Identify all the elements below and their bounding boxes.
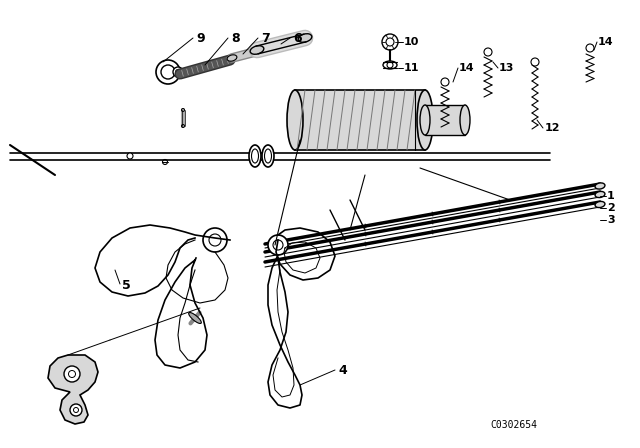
Ellipse shape <box>251 49 259 55</box>
Text: 12: 12 <box>545 123 561 133</box>
Text: 8: 8 <box>231 31 239 44</box>
Text: 14: 14 <box>459 63 475 73</box>
Text: 11: 11 <box>404 63 419 73</box>
Polygon shape <box>48 355 98 424</box>
Circle shape <box>268 235 288 255</box>
Ellipse shape <box>252 149 259 163</box>
Circle shape <box>70 404 82 416</box>
Circle shape <box>531 58 539 66</box>
Circle shape <box>64 366 80 382</box>
Circle shape <box>127 153 133 159</box>
Text: 9: 9 <box>196 31 205 44</box>
Circle shape <box>441 78 449 86</box>
Circle shape <box>209 234 221 246</box>
Text: 4: 4 <box>338 363 347 376</box>
Text: 3: 3 <box>607 215 614 225</box>
Ellipse shape <box>227 55 237 61</box>
Text: 6: 6 <box>293 31 301 44</box>
Ellipse shape <box>298 34 312 42</box>
Circle shape <box>203 228 227 252</box>
Ellipse shape <box>249 145 261 167</box>
Circle shape <box>74 408 79 413</box>
Text: 13: 13 <box>499 63 515 73</box>
Ellipse shape <box>189 313 202 323</box>
Circle shape <box>156 60 180 84</box>
Ellipse shape <box>287 90 303 150</box>
Ellipse shape <box>460 105 470 135</box>
Bar <box>295 90 425 150</box>
Circle shape <box>68 370 76 378</box>
Ellipse shape <box>250 46 264 54</box>
Ellipse shape <box>420 105 430 135</box>
Circle shape <box>386 38 394 46</box>
Text: C0302654: C0302654 <box>490 420 537 430</box>
Bar <box>425 105 465 135</box>
Circle shape <box>586 44 594 52</box>
Circle shape <box>173 67 183 77</box>
Circle shape <box>387 62 393 68</box>
Circle shape <box>484 48 492 56</box>
Ellipse shape <box>595 202 605 207</box>
Ellipse shape <box>264 149 271 163</box>
Text: 14: 14 <box>598 37 614 47</box>
Text: 5: 5 <box>122 279 131 292</box>
Text: 10: 10 <box>404 37 419 47</box>
Circle shape <box>175 69 180 74</box>
Ellipse shape <box>182 125 184 128</box>
Ellipse shape <box>595 183 605 189</box>
Text: 2: 2 <box>607 203 615 213</box>
Text: 1: 1 <box>607 191 615 201</box>
Ellipse shape <box>417 90 433 150</box>
Ellipse shape <box>595 191 605 198</box>
Ellipse shape <box>262 145 274 167</box>
Text: 7: 7 <box>261 31 269 44</box>
Ellipse shape <box>182 108 184 112</box>
Circle shape <box>382 34 398 50</box>
Circle shape <box>161 65 175 79</box>
Ellipse shape <box>383 61 397 69</box>
